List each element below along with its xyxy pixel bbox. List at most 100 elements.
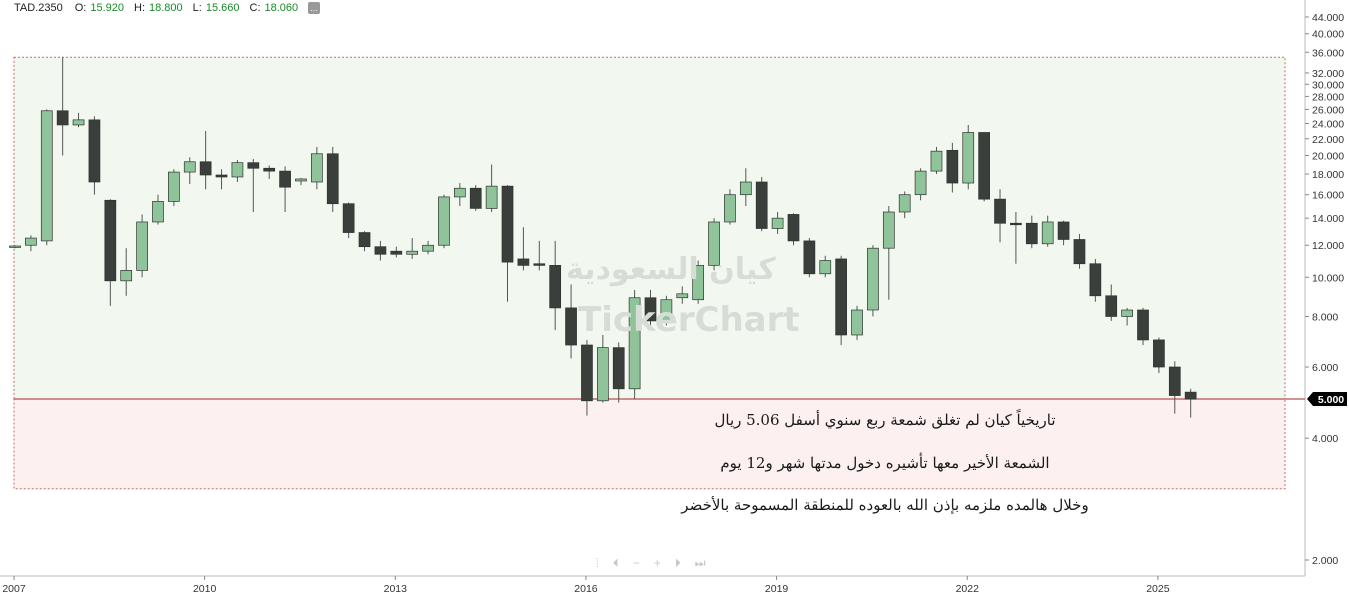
y-tick-label: 36.000 <box>1312 47 1344 59</box>
candle-down <box>1184 391 1197 400</box>
candle-up <box>422 244 434 252</box>
open-label: O: <box>74 2 87 14</box>
y-tick-label: 10.000 <box>1312 272 1344 284</box>
candle-down <box>644 297 657 322</box>
candle-down <box>1010 222 1022 226</box>
candle-up <box>136 221 148 271</box>
candle-down <box>279 170 291 188</box>
y-tick-label: 44.000 <box>1312 12 1344 24</box>
candle-up <box>1121 309 1133 317</box>
candle-down <box>374 246 387 255</box>
candle-up <box>628 297 641 390</box>
candle-down <box>501 185 514 263</box>
zone-below <box>13 398 1286 490</box>
candle-down <box>533 263 546 266</box>
nav-first-icon[interactable]: ⦙ <box>596 556 599 570</box>
candle-up <box>882 211 895 249</box>
candle-up <box>72 119 85 126</box>
candle-up <box>962 132 975 184</box>
candle-down <box>994 198 1006 224</box>
annotation-line-1: تاريخياً كيان لم تغلق شمعة ربع سنوي أسفل… <box>714 411 1056 429</box>
candle-down <box>1137 309 1149 341</box>
candle-down <box>549 265 562 309</box>
candle-down <box>469 187 482 209</box>
candle-down <box>56 110 69 126</box>
annotation-line-3: وخلال هالمده ملزمه بإذن الله بالعوده للم… <box>681 496 1089 514</box>
candle-up <box>295 178 307 182</box>
candle-up <box>168 171 180 202</box>
last-price-marker <box>1307 392 1347 407</box>
candle-up <box>406 250 419 255</box>
candle-down <box>326 153 339 205</box>
x-tick-label: 2016 <box>574 583 598 595</box>
y-tick-label: 24.000 <box>1312 118 1344 130</box>
candle-down <box>978 132 990 200</box>
candle-up <box>739 181 752 196</box>
x-tick-label: 2022 <box>956 583 980 595</box>
candle-up <box>596 347 609 402</box>
candle-up <box>485 185 498 209</box>
y-tick-label: 8.000 <box>1312 311 1338 323</box>
candle-down <box>565 307 577 346</box>
candle-down <box>1168 366 1181 396</box>
candle-up <box>692 265 705 301</box>
candle-up <box>183 161 196 173</box>
y-tick-label: 14.000 <box>1312 213 1344 225</box>
low-value: 15.660 <box>205 2 240 14</box>
candle-up <box>867 247 879 311</box>
y-tick-label: 28.000 <box>1312 91 1344 103</box>
chart-navigation: ⦙ ⏴ − + ⏵ ⏭ <box>596 556 706 571</box>
candle-down <box>88 119 101 183</box>
candle-up <box>930 150 943 172</box>
close-label: C: <box>249 2 261 14</box>
candle-up <box>660 299 673 322</box>
x-tick-label: 2007 <box>2 583 26 595</box>
candle-up <box>9 245 21 248</box>
candle-down <box>358 232 371 248</box>
nav-next-icon[interactable]: ⏵ <box>674 556 681 570</box>
candle-up <box>25 237 37 246</box>
symbol-label: TAD.2350 <box>14 2 63 14</box>
nav-prev-icon[interactable]: ⏴ <box>612 556 619 570</box>
candle-down <box>104 199 117 282</box>
candle-down <box>946 149 959 184</box>
open-value: 15.920 <box>90 2 124 14</box>
candle-down <box>755 181 768 229</box>
zoom-out-icon[interactable]: − <box>632 556 640 570</box>
y-tick-label: 4.000 <box>1312 433 1338 445</box>
candle-up <box>914 170 927 196</box>
candle-up <box>454 187 466 198</box>
candle-up <box>771 217 784 229</box>
candle-down <box>803 240 816 275</box>
candle-down <box>390 250 403 255</box>
zoom-in-icon[interactable]: + <box>653 556 661 570</box>
last-price-label: 5.000 <box>1318 394 1344 406</box>
y-tick-label: 40.000 <box>1312 29 1344 41</box>
nav-last-icon[interactable]: ⏭ <box>694 556 706 570</box>
candle-down <box>1105 295 1118 317</box>
annotation-line-2: الشمعة الأخير معها تأشيره دخول مدتها شهر… <box>720 454 1050 472</box>
candle-down <box>199 161 212 176</box>
candle-down <box>787 214 800 242</box>
y-tick-label: 30.000 <box>1312 79 1344 91</box>
x-tick-label: 2013 <box>384 583 408 595</box>
more-options-button[interactable]: ... <box>308 2 320 14</box>
candle-up <box>708 221 720 266</box>
candle-down <box>581 344 593 402</box>
candle-up <box>231 162 244 178</box>
candle-up <box>152 201 164 223</box>
high-label: H: <box>134 2 145 14</box>
candle-up <box>724 194 736 223</box>
y-tick-label: 12.000 <box>1312 240 1344 252</box>
candle-up <box>438 196 450 246</box>
close-value: 18.060 <box>264 2 299 14</box>
candle-up <box>676 293 689 299</box>
candle-up <box>819 260 832 275</box>
candle-down <box>247 162 260 169</box>
candle-down <box>215 174 228 178</box>
low-label: L: <box>192 2 202 14</box>
candle-up <box>1041 221 1054 245</box>
y-tick-label: 20.000 <box>1312 151 1344 163</box>
